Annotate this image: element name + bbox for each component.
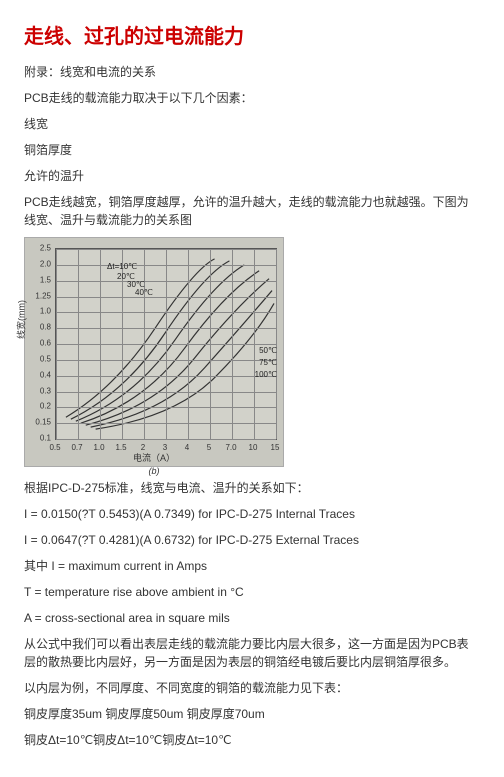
paragraph: 铜皮厚度35um 铜皮厚度50um 铜皮厚度70um (24, 705, 480, 723)
paragraph: 附录：线宽和电流的关系 (24, 63, 480, 81)
chart-y-axis-label: 线宽(mm) (15, 300, 28, 339)
grid-line-v (254, 249, 255, 439)
y-tick: 0.8 (27, 323, 51, 332)
grid-line-v (100, 249, 101, 439)
curve-label: 100℃ (255, 370, 277, 379)
y-tick: 1.25 (27, 291, 51, 300)
y-tick: 0.6 (27, 339, 51, 348)
grid-line-v (232, 249, 233, 439)
chart-curve (76, 265, 244, 421)
grid-line-v (276, 249, 277, 439)
grid-line-v (210, 249, 211, 439)
y-tick: 2.5 (27, 244, 51, 253)
y-tick: 0.1 (27, 434, 51, 443)
chart-x-axis-label: 电流（A） (133, 451, 175, 464)
x-tick: 2 (141, 443, 145, 452)
chart-curve (71, 261, 230, 419)
paragraph: 铜箔厚度 (24, 141, 480, 159)
x-tick: 5 (207, 443, 211, 452)
paragraph: A = cross-sectional area in square mils (24, 609, 480, 627)
grid-line-v (144, 249, 145, 439)
x-tick: 7.0 (225, 443, 236, 452)
chart-grid (55, 248, 277, 440)
paragraph: 允许的温升 (24, 167, 480, 185)
x-tick: 10 (249, 443, 258, 452)
y-tick: 0.5 (27, 354, 51, 363)
x-tick: 0.7 (71, 443, 82, 452)
chart-sub-label: (b) (149, 466, 160, 476)
curve-label: Δt=10℃ (107, 262, 137, 271)
y-tick: 0.4 (27, 370, 51, 379)
paragraph: 线宽 (24, 115, 480, 133)
chart-curve (86, 279, 269, 425)
curve-label: 75℃ (259, 358, 277, 367)
y-tick: 0.3 (27, 386, 51, 395)
paragraph: T = temperature rise above ambient in °C (24, 583, 480, 601)
grid-line-v (188, 249, 189, 439)
grid-line-v (56, 249, 57, 439)
grid-line-v (78, 249, 79, 439)
paragraph: 其中 I = maximum current in Amps (24, 557, 480, 575)
paragraph: 铜皮Δt=10℃铜皮Δt=10℃铜皮Δt=10℃ (24, 731, 480, 749)
paragraph: PCB走线的载流能力取决于以下几个因素： (24, 89, 480, 107)
y-tick: 0.2 (27, 402, 51, 411)
x-tick: 1.0 (93, 443, 104, 452)
x-tick: 0.5 (49, 443, 60, 452)
paragraph: 以内层为例，不同厚度、不同宽度的铜箔的载流能力见下表： (24, 679, 480, 697)
paragraph: I = 0.0150(?T 0.5453)(A 0.7349) for IPC-… (24, 505, 480, 523)
grid-line-h (56, 439, 276, 440)
paragraph: I = 0.0647(?T 0.4281)(A 0.6732) for IPC-… (24, 531, 480, 549)
y-tick: 1.5 (27, 275, 51, 284)
x-tick: 15 (271, 443, 280, 452)
y-tick: 1.0 (27, 307, 51, 316)
page-title: 走线、过孔的过电流能力 (24, 20, 480, 49)
y-tick: 0.15 (27, 418, 51, 427)
paragraph: 从公式中我们可以看出表层走线的载流能力要比内层大很多，这一方面是因为PCB表层的… (24, 635, 480, 671)
chart-figure: 线宽(mm) 电流（A） (b) 0.10.150.20.30.40.50.60… (24, 237, 284, 467)
grid-line-v (166, 249, 167, 439)
x-tick: 3 (163, 443, 167, 452)
curve-label: 40℃ (135, 288, 153, 297)
curve-label: 50℃ (259, 346, 277, 355)
y-tick: 2.0 (27, 259, 51, 268)
paragraph: 根据IPC-D-275标准，线宽与电流、温升的关系如下： (24, 479, 480, 497)
paragraph: PCB走线越宽，铜箔厚度越厚，允许的温升越大，走线的载流能力也就越强。下图为线宽… (24, 193, 480, 229)
x-tick: 1.5 (115, 443, 126, 452)
x-tick: 4 (185, 443, 189, 452)
